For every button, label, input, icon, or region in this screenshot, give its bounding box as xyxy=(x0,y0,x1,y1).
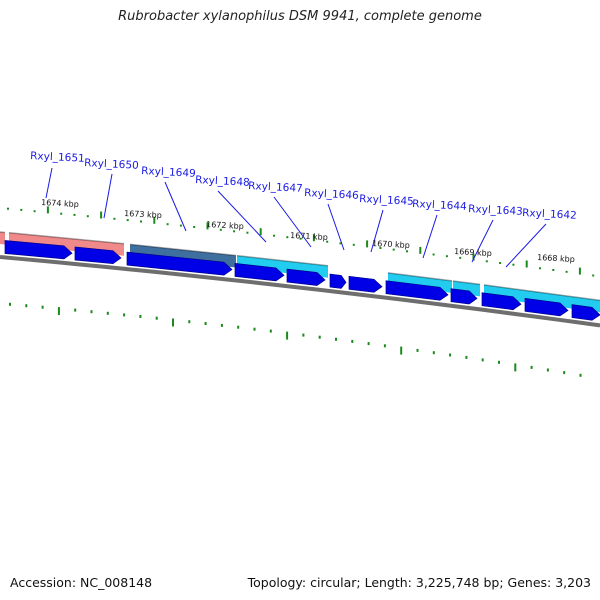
scale-label: 1669 kbp xyxy=(454,247,492,258)
accession-text: Accession: NC_008148 xyxy=(10,575,153,590)
feature-bar xyxy=(484,284,600,313)
feature-bar-edge xyxy=(387,272,453,282)
cds-track xyxy=(4,240,600,321)
cds-arrow xyxy=(348,275,383,293)
label-leader-line xyxy=(164,181,187,232)
feature-bar-edge xyxy=(483,284,600,302)
map-title: Rubrobacter xylanophilus DSM 9941, compl… xyxy=(118,9,482,24)
scale-label: 1674 kbp xyxy=(41,198,79,209)
feature-bar-edge xyxy=(129,243,237,257)
cds-arrow xyxy=(571,304,600,321)
feature-bar-edge xyxy=(8,232,125,245)
label-leaders xyxy=(45,167,547,268)
label-leader-line xyxy=(45,167,53,199)
cds-arrow xyxy=(385,280,449,301)
label-leader-line xyxy=(471,219,494,263)
gene-label: Rxyl_1650 xyxy=(84,157,139,172)
backbone-track xyxy=(0,255,600,328)
gene-label: Rxyl_1644 xyxy=(412,198,467,213)
gene-label: Rxyl_1648 xyxy=(195,174,250,189)
scale-label: 1672 kbp xyxy=(206,220,244,231)
gene-label: Rxyl_1642 xyxy=(522,207,577,222)
gene-label: Rxyl_1647 xyxy=(248,180,303,195)
cds-arrow xyxy=(234,263,285,282)
gene-label: Rxyl_1651 xyxy=(30,150,85,165)
scale-label: 1673 kbp xyxy=(124,209,162,220)
cds-arrow xyxy=(74,246,122,265)
cds-arrow xyxy=(329,273,347,289)
label-leader-line xyxy=(217,190,267,243)
gene-label: Rxyl_1645 xyxy=(359,193,414,208)
cds-arrow xyxy=(126,251,233,276)
tick-marks xyxy=(7,206,595,377)
gene-label: Rxyl_1646 xyxy=(304,187,359,202)
scale-label: 1670 kbp xyxy=(372,239,410,250)
scale-label: 1668 kbp xyxy=(537,253,575,264)
gene-label: Rxyl_1649 xyxy=(141,165,196,180)
cds-arrow xyxy=(450,288,478,305)
label-leader-line xyxy=(103,173,113,219)
label-leader-line xyxy=(370,209,384,253)
label-leader-line xyxy=(273,196,312,248)
cds-arrow xyxy=(524,297,569,317)
label-leader-line xyxy=(327,203,345,251)
label-leader-line xyxy=(505,223,547,268)
gene-label: Rxyl_1643 xyxy=(468,203,523,218)
feature-bar xyxy=(0,232,5,245)
scale-labels: 1674 kbp 1673 kbp 1672 kbp 1671 kbp 1670 kbp… xyxy=(41,198,575,264)
cds-arrow xyxy=(4,240,73,260)
topology-text: Topology: circular; Length: 3,225,748 bp… xyxy=(247,575,591,590)
cds-arrow xyxy=(286,268,326,286)
gene-labels: Rxyl_1651Rxyl_1650Rxyl_1649Rxyl_1648Rxyl… xyxy=(30,150,577,222)
feature-bar-edge xyxy=(0,231,6,234)
feature-bar-edge xyxy=(236,254,329,267)
backbone-line xyxy=(0,255,600,328)
label-leader-line xyxy=(422,214,438,259)
cds-arrow xyxy=(481,292,522,311)
scale-label: 1671 kbp xyxy=(290,231,328,242)
feature-bar-edge xyxy=(452,280,481,286)
